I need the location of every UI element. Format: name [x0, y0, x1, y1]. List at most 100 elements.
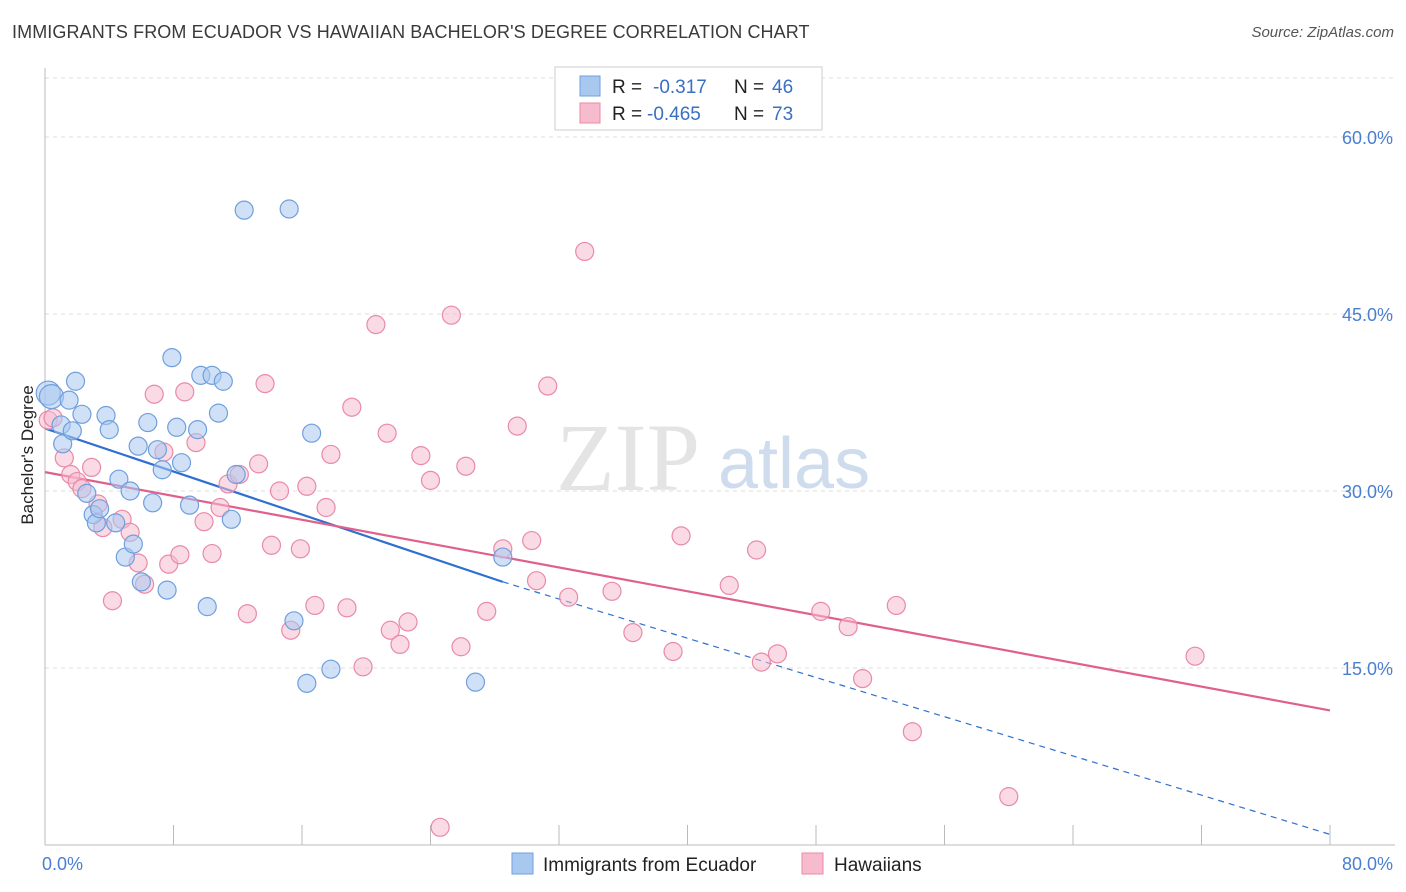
point-ecuador-41: [297, 673, 317, 693]
point-hawaiians-36: [342, 397, 362, 417]
point-hawaiians-66: [838, 617, 858, 637]
point-hawaiians-59: [663, 641, 683, 662]
point-ecuador-40: [284, 611, 304, 631]
point-hawaiians-44: [420, 470, 441, 490]
y-tick-label-2: 45.0%: [1342, 305, 1393, 325]
point-ecuador-24: [152, 460, 172, 480]
point-hawaiians-35: [337, 598, 357, 618]
point-hawaiians-47: [451, 637, 471, 657]
point-hawaiians-69: [902, 722, 922, 742]
point-ecuador-45: [493, 547, 513, 567]
point-ecuador-35: [213, 371, 233, 391]
trend-line-hawaiians: [44, 471, 1331, 712]
point-hawaiians-62: [746, 540, 767, 560]
legend-r-value-1: -0.317: [653, 77, 707, 98]
point-hawaiians-71: [1185, 646, 1205, 666]
trend-line-ecuador-extension: [502, 581, 1331, 835]
trend-line-ecuador: [44, 427, 504, 583]
point-hawaiians-37: [353, 657, 373, 677]
point-hawaiians-26: [255, 374, 275, 394]
legend-r-label-2: R =: [612, 104, 642, 125]
point-ecuador-5: [62, 421, 82, 441]
point-ecuador-25: [157, 580, 177, 600]
point-hawaiians-8: [102, 591, 123, 611]
point-ecuador-21: [138, 412, 158, 433]
series-hawaiians: [38, 241, 1205, 837]
legend-swatch-pink: [579, 102, 601, 124]
point-hawaiians-56: [575, 241, 595, 262]
point-hawaiians-32: [305, 595, 325, 616]
x-tick-label-0: 0.0%: [42, 854, 83, 874]
y-axis-label: Bachelor's Degree: [18, 385, 37, 524]
watermark-zip: ZIP: [556, 404, 700, 511]
point-ecuador-19: [128, 436, 148, 456]
point-ecuador-29: [179, 495, 200, 515]
point-ecuador-8: [77, 483, 97, 503]
legend-label-hawaiians: Hawaiians: [834, 855, 922, 876]
legend-swatch-blue: [579, 75, 601, 97]
point-hawaiians-63: [751, 652, 771, 672]
point-ecuador-30: [187, 420, 208, 440]
legend-n-value-1: 46: [772, 77, 793, 98]
gridlines: [45, 77, 1395, 669]
point-hawaiians-45: [430, 817, 450, 837]
source-credit: Source: ZipAtlas.com: [1251, 24, 1394, 41]
point-ecuador-27: [167, 417, 187, 437]
point-hawaiians-38: [366, 315, 386, 335]
point-ecuador-34: [208, 403, 229, 423]
point-ecuador-28: [171, 453, 192, 473]
legend-n-label-2: N =: [734, 104, 764, 125]
point-ecuador-13: [99, 420, 119, 440]
point-hawaiians-60: [671, 526, 691, 546]
legend-r-value-2: -0.465: [647, 104, 701, 125]
legend-swatch-ecuador: [511, 852, 534, 875]
point-hawaiians-41: [390, 634, 410, 655]
series-legend: Immigrants from Ecuador Hawaiians: [511, 852, 922, 876]
point-hawaiians-24: [237, 604, 257, 624]
point-hawaiians-64: [767, 644, 788, 664]
point-hawaiians-67: [852, 669, 873, 689]
legend-swatch-hawaiians: [801, 852, 824, 875]
x-tick-label-1: 80.0%: [1342, 854, 1393, 874]
point-ecuador-11: [90, 499, 110, 519]
point-ecuador-23: [147, 440, 168, 460]
axes: [44, 68, 1395, 846]
stats-legend: R = -0.317 N = 46 R = -0.465 N = 73: [554, 66, 823, 131]
legend-n-value-2: 73: [772, 104, 793, 125]
watermark: ZIP atlas: [556, 404, 870, 511]
point-hawaiians-16: [170, 545, 190, 565]
point-ecuador-32: [197, 597, 217, 617]
y-tick-label-1: 30.0%: [1342, 482, 1393, 502]
point-hawaiians-68: [886, 595, 906, 616]
point-hawaiians-17: [175, 382, 195, 402]
point-ecuador-4: [59, 390, 79, 410]
point-ecuador-36: [221, 509, 241, 529]
y-tick-label-3: 60.0%: [1342, 128, 1393, 148]
point-hawaiians-40: [380, 620, 400, 640]
point-hawaiians-27: [261, 535, 282, 555]
point-hawaiians-65: [811, 601, 831, 621]
point-ecuador-17: [120, 481, 140, 501]
point-hawaiians-28: [269, 481, 290, 501]
point-hawaiians-53: [526, 571, 547, 591]
point-hawaiians-13: [144, 384, 164, 404]
point-hawaiians-43: [411, 446, 431, 466]
point-hawaiians-55: [559, 587, 579, 607]
point-hawaiians-61: [719, 575, 739, 596]
point-hawaiians-70: [999, 787, 1019, 807]
point-ecuador-37: [226, 464, 246, 485]
point-ecuador-6: [65, 371, 86, 391]
point-ecuador-1: [38, 384, 65, 410]
point-ecuador-44: [465, 672, 486, 692]
point-ecuador-39: [279, 199, 299, 219]
y-tick-labels: 15.0% 30.0% 45.0% 60.0%: [1342, 128, 1393, 679]
point-ecuador-42: [302, 423, 322, 443]
x-tick-labels: 0.0% 80.0%: [42, 854, 1393, 874]
point-hawaiians-51: [507, 416, 527, 436]
point-ecuador-22: [143, 493, 163, 513]
point-ecuador-38: [234, 200, 254, 220]
chart-title: IMMIGRANTS FROM ECUADOR VS HAWAIIAN BACH…: [12, 22, 810, 42]
trend-lines: [44, 427, 1331, 835]
point-hawaiians-33: [316, 497, 336, 518]
